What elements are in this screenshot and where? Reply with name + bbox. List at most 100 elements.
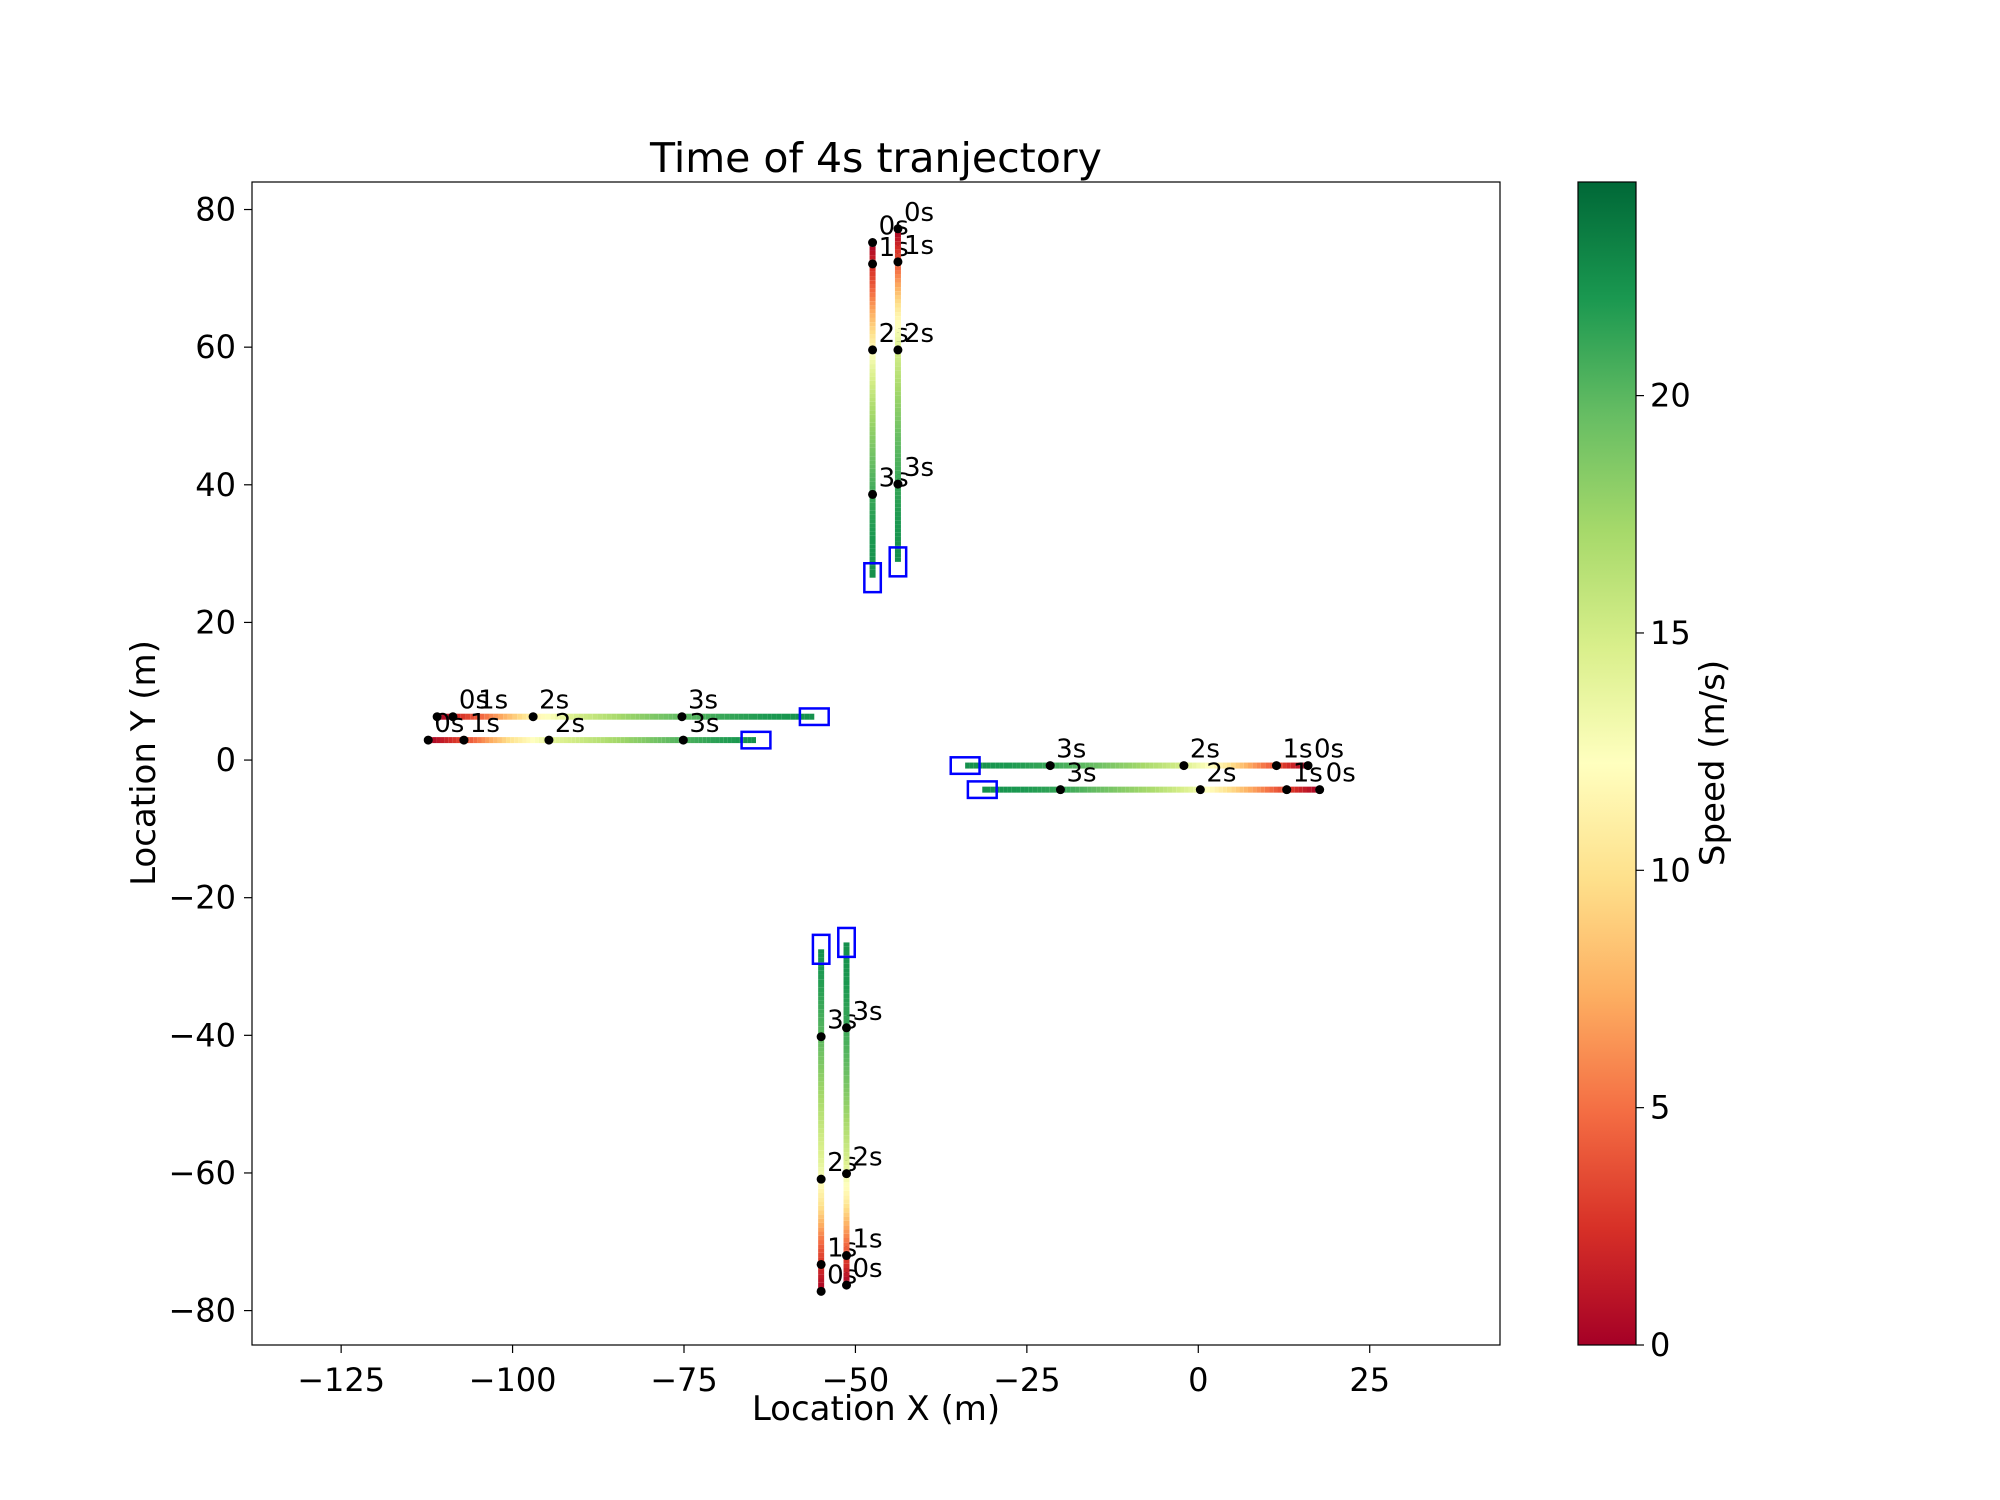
time-label: 2s [1190, 735, 1220, 765]
time-label: 2s [904, 319, 934, 349]
x-tick-label: 0 [1188, 1361, 1208, 1399]
time-label: 3s [853, 997, 883, 1027]
time-marker [678, 735, 688, 745]
time-label: 3s [689, 709, 719, 739]
time-marker [1315, 785, 1325, 795]
vehicle-box [837, 926, 856, 959]
x-tick-label: −25 [993, 1361, 1061, 1399]
y-tick-label: −60 [168, 1154, 236, 1192]
time-label: 2s [1206, 759, 1236, 789]
time-label: 1s [827, 1233, 857, 1263]
x-tick-label: −125 [297, 1361, 385, 1399]
time-label: 0s [1314, 735, 1344, 765]
time-marker [677, 712, 687, 722]
time-label: 1s [478, 686, 508, 716]
time-label: 3s [1066, 759, 1096, 789]
colorbar-tick-label: 5 [1650, 1089, 1670, 1127]
y-tick-label: 20 [195, 603, 236, 641]
time-label: 3s [827, 1006, 857, 1036]
x-axis: −125 −100 −75 −50 −25 0 25 [297, 1345, 1390, 1399]
time-marker [1282, 785, 1292, 795]
time-label: 1s [1282, 735, 1312, 765]
x-axis-label: Location X (m) [752, 1389, 1000, 1429]
x-tick-label: 25 [1349, 1361, 1390, 1399]
time-marker [868, 345, 878, 355]
y-tick-label: 40 [195, 466, 236, 504]
colorbar-tick-label: 15 [1650, 614, 1691, 652]
plot-frame [251, 181, 1501, 1346]
x-tick-label: −75 [650, 1361, 718, 1399]
vehicle-box [888, 546, 908, 578]
time-label: 0s [459, 686, 489, 716]
x-tick-label: −100 [469, 1361, 557, 1399]
y-tick-label: −80 [168, 1292, 236, 1330]
trajectory-west-bottom: 0s 1s 2s 3s [423, 709, 772, 750]
time-label: 2s [539, 686, 569, 716]
time-label: 1s [470, 709, 500, 739]
time-label: 1s [904, 231, 934, 261]
vehicle-box [798, 707, 830, 727]
colorbar-axis: 0 5 10 15 20 [1636, 377, 1691, 1364]
time-label: 0s [904, 198, 934, 228]
y-tick-label: −40 [168, 1016, 236, 1054]
time-marker [868, 259, 878, 269]
time-marker [893, 479, 903, 489]
time-marker [1055, 785, 1065, 795]
time-marker [842, 1251, 852, 1261]
vehicle-box [740, 730, 772, 750]
time-marker [868, 489, 878, 499]
y-axis: −80 −60 −40 −20 0 20 40 60 80 [168, 191, 252, 1330]
time-marker [868, 238, 878, 248]
time-marker [1271, 761, 1281, 771]
time-marker [544, 735, 554, 745]
time-label: 2s [853, 1143, 883, 1173]
colorbar [1577, 181, 1637, 1346]
y-tick-label: 60 [195, 328, 236, 366]
vehicle-box [949, 756, 981, 776]
time-marker [816, 1032, 826, 1042]
time-label: 1s [1293, 759, 1323, 789]
time-marker [842, 1169, 852, 1179]
time-marker [842, 1023, 852, 1033]
time-label: 2s [555, 709, 585, 739]
colorbar-tick-label: 20 [1650, 377, 1691, 415]
time-label: 0s [434, 709, 464, 739]
time-marker [423, 735, 433, 745]
time-marker [842, 1280, 852, 1290]
time-marker [816, 1286, 826, 1296]
time-marker [1303, 761, 1313, 771]
time-marker [432, 712, 442, 722]
time-label: 1s [879, 233, 909, 263]
time-marker [1179, 761, 1189, 771]
time-label: 2s [879, 319, 909, 349]
time-label: 0s [853, 1254, 883, 1284]
time-marker [1045, 761, 1055, 771]
time-label: 3s [879, 463, 909, 493]
time-marker [459, 735, 469, 745]
vehicle-box [966, 780, 998, 800]
time-marker [893, 257, 903, 267]
time-label: 3s [1056, 735, 1086, 765]
time-label: 1s [853, 1225, 883, 1255]
time-marker [528, 712, 538, 722]
colorbar-label: Speed (m/s) [1693, 660, 1733, 866]
y-tick-label: 80 [195, 191, 236, 229]
y-tick-label: 0 [216, 741, 236, 779]
time-label: 3s [688, 686, 718, 716]
y-axis-label: Location Y (m) [124, 640, 164, 886]
vehicle-box [863, 561, 883, 594]
chart-title: Time of 4s tranjectory [649, 134, 1102, 182]
time-marker [1195, 785, 1205, 795]
time-marker [448, 712, 458, 722]
time-label: 3s [904, 453, 934, 483]
time-marker [893, 224, 903, 234]
colorbar-tick-label: 0 [1650, 1326, 1670, 1364]
time-marker [893, 345, 903, 355]
time-label: 0s [879, 212, 909, 242]
